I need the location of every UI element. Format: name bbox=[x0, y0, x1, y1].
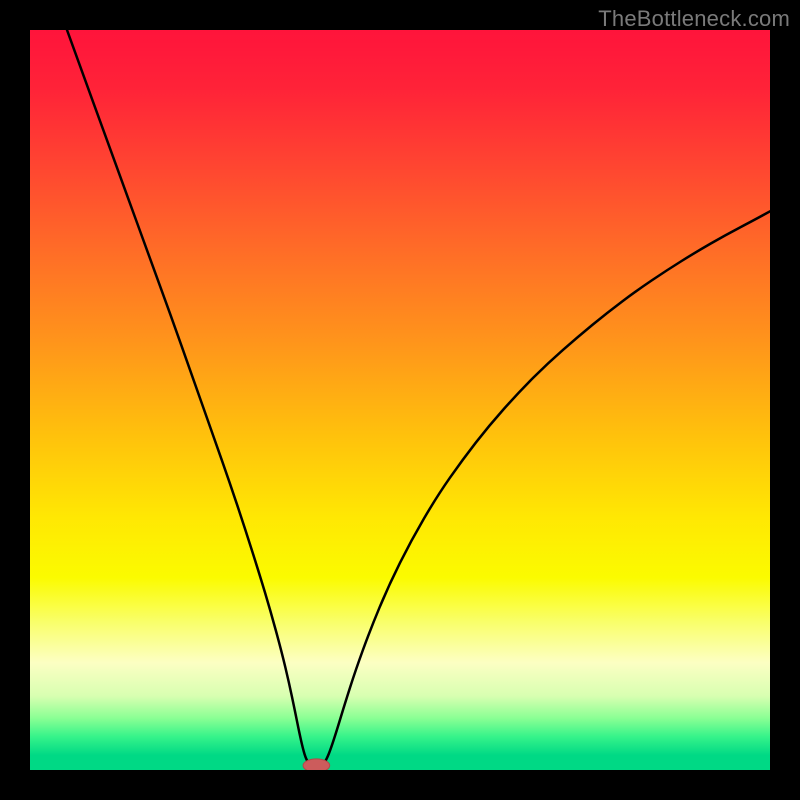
valley-marker bbox=[303, 759, 330, 770]
watermark-text: TheBottleneck.com bbox=[598, 6, 790, 32]
chart-background bbox=[30, 30, 770, 770]
chart-svg bbox=[30, 30, 770, 770]
plot-frame bbox=[30, 30, 770, 770]
